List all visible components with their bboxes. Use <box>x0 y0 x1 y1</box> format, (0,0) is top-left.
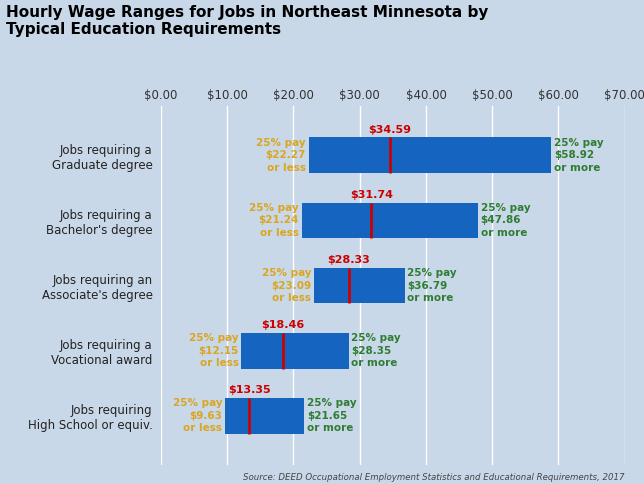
Text: $28.33: $28.33 <box>327 255 370 265</box>
Text: $31.74: $31.74 <box>350 190 393 200</box>
Text: 25% pay
$22.27
or less: 25% pay $22.27 or less <box>256 138 306 173</box>
Text: 25% pay
$21.24
or less: 25% pay $21.24 or less <box>249 203 299 238</box>
Text: 25% pay
$23.09
or less: 25% pay $23.09 or less <box>261 268 311 303</box>
Bar <box>225 398 305 434</box>
Bar <box>301 202 478 238</box>
Text: 25% pay
$9.63
or less: 25% pay $9.63 or less <box>173 398 222 433</box>
Text: 25% pay
$58.92
or more: 25% pay $58.92 or more <box>554 138 603 173</box>
Text: $34.59: $34.59 <box>368 125 412 135</box>
Bar <box>242 333 349 369</box>
Bar <box>308 137 551 173</box>
Text: Hourly Wage Ranges for Jobs in Northeast Minnesota by
Typical Education Requirem: Hourly Wage Ranges for Jobs in Northeast… <box>6 5 489 37</box>
Text: $13.35: $13.35 <box>228 385 270 395</box>
Bar <box>314 268 404 303</box>
Text: $18.46: $18.46 <box>261 320 305 330</box>
Text: 25% pay
$36.79
or more: 25% pay $36.79 or more <box>408 268 457 303</box>
Text: Source: DEED Occupational Employment Statistics and Educational Requirements, 20: Source: DEED Occupational Employment Sta… <box>243 472 625 482</box>
Text: 25% pay
$12.15
or less: 25% pay $12.15 or less <box>189 333 239 368</box>
Text: 25% pay
$28.35
or more: 25% pay $28.35 or more <box>352 333 401 368</box>
Text: 25% pay
$21.65
or more: 25% pay $21.65 or more <box>307 398 357 433</box>
Text: 25% pay
$47.86
or more: 25% pay $47.86 or more <box>480 203 530 238</box>
